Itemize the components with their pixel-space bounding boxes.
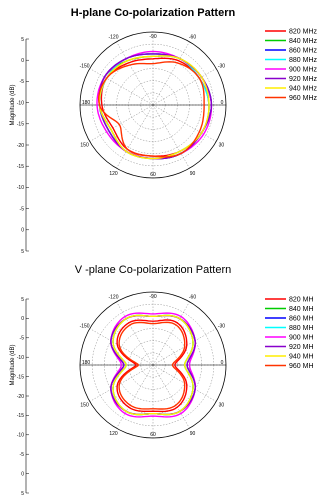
grid-spoke	[89, 328, 154, 366]
legend-label: 860 MH	[289, 316, 314, 323]
angle-label: 120	[109, 431, 118, 437]
pattern-curves	[110, 312, 197, 418]
angle-label: 120	[109, 171, 118, 177]
legend: 820 MHz 840 MHz 860 MHz 880 MHz 900 MHz 920 M…	[265, 29, 318, 102]
grid-spoke	[116, 301, 154, 366]
chart-title: H-plane Co-polarization Pattern	[71, 7, 236, 19]
radial-ticks: 5 0 -5 -10 -15 -20 -15 -10 -5 0 5	[17, 37, 29, 255]
chart-title: V -plane Co-polarization Pattern	[75, 264, 232, 276]
angle-label: -150	[80, 323, 90, 329]
y-axis-label: Magnitude (dB)	[10, 84, 16, 125]
angle-label: -60	[189, 34, 196, 40]
tick-label: -15	[17, 413, 24, 419]
tick-label: -10	[17, 433, 24, 439]
tick-label: 0	[21, 58, 24, 64]
series-curve-960-mhz	[118, 321, 186, 410]
legend-label: 900 MH	[289, 335, 314, 342]
legend-label: 940 MHz	[289, 86, 318, 93]
h-plane-chart: H-plane Co-polarization Pattern Magnitud…	[10, 7, 318, 255]
tick-label: -5	[20, 79, 25, 85]
angle-label: 60	[150, 432, 156, 438]
tick-label: -15	[17, 122, 24, 128]
legend-label: 820 MHz	[289, 29, 318, 36]
angle-labels: -90 -120 -60 -150 -30 180 0 150 30 120 90 60	[80, 294, 226, 438]
outer-ring	[79, 291, 227, 439]
tick-label: 5	[21, 249, 24, 255]
angle-label: 90	[190, 431, 196, 437]
grid-spoke	[116, 104, 154, 169]
legend-label: 820 MH	[289, 297, 314, 304]
angle-label: -120	[108, 294, 118, 300]
angle-label: -150	[80, 63, 90, 69]
angle-label: 180	[82, 360, 91, 366]
v-plane-chart: V -plane Co-polarization Pattern Magnitu…	[10, 264, 314, 497]
pattern-curves	[96, 50, 213, 160]
tick-label: 5	[21, 37, 24, 43]
grid-spoke	[152, 104, 190, 169]
tick-label: 5	[21, 297, 24, 303]
legend-label: 880 MHz	[289, 57, 318, 64]
tick-label: -5	[20, 452, 25, 458]
tick-label: 5	[21, 491, 24, 497]
legend-label: 900 MHz	[289, 67, 318, 74]
tick-label: -10	[17, 185, 24, 191]
series-curve-960-mhz	[97, 61, 205, 158]
grid-spoke	[116, 41, 154, 106]
grid-spoke	[152, 364, 190, 429]
tick-label: -5	[20, 336, 25, 342]
angle-label: 60	[150, 172, 156, 178]
tick-label: 0	[21, 471, 24, 477]
grid-spoke	[152, 301, 190, 366]
legend-label: 920 MH	[289, 344, 314, 351]
legend-label: 860 MHz	[289, 48, 318, 55]
grid-spoke	[89, 364, 154, 402]
tick-label: -15	[17, 164, 24, 170]
legend-label: 920 MHz	[289, 76, 318, 83]
grid-spoke	[116, 364, 154, 429]
grid-spoke	[152, 41, 190, 106]
angle-label: -90	[149, 34, 156, 40]
polar-grid	[79, 31, 227, 179]
tick-label: -10	[17, 100, 24, 106]
tick-label: -20	[17, 143, 24, 149]
angle-label: 180	[82, 100, 91, 106]
angle-labels: -90 -120 -60 -150 -30 180 0 150 30 120 90 60	[80, 34, 226, 178]
angle-label: -90	[149, 294, 156, 300]
angle-label: 90	[190, 171, 196, 177]
legend: 820 MH 840 MH 860 MH 880 MH 900 MH 920 MH 940 …	[265, 297, 314, 370]
legend-label: 960 MHz	[289, 95, 318, 102]
series-curve-940-mhz	[112, 314, 194, 416]
tick-label: 0	[21, 228, 24, 234]
angle-label: -120	[108, 34, 118, 40]
tick-label: 0	[21, 316, 24, 322]
tick-label: -5	[20, 206, 25, 212]
angle-label: -30	[218, 323, 225, 329]
series-curve-820-mhz	[116, 319, 188, 413]
grid-spoke	[152, 68, 217, 106]
angle-label: 0	[221, 360, 224, 366]
angle-label: 150	[80, 142, 89, 148]
angle-label: 0	[221, 100, 224, 106]
legend-label: 840 MH	[289, 306, 314, 313]
grid-spoke	[89, 68, 154, 106]
grid-spoke	[89, 104, 154, 142]
angle-label: 150	[80, 402, 89, 408]
legend-label: 960 MH	[289, 363, 314, 370]
grid-spoke	[152, 104, 217, 142]
angle-label: -60	[189, 294, 196, 300]
legend-label: 840 MHz	[289, 38, 318, 45]
radial-ticks: 5 0 -5 -10 -15 -20 -15 -10 -5 0 5	[17, 297, 29, 497]
tick-label: -10	[17, 355, 24, 361]
angle-label: 30	[219, 142, 225, 148]
tick-label: -15	[17, 374, 24, 380]
legend-label: 940 MH	[289, 354, 314, 361]
angle-label: -30	[218, 63, 225, 69]
legend-label: 880 MH	[289, 325, 314, 332]
angle-label: 30	[219, 402, 225, 408]
tick-label: -20	[17, 394, 24, 400]
outer-ring	[79, 31, 227, 179]
y-axis-label: Magnitude (dB)	[10, 344, 16, 385]
